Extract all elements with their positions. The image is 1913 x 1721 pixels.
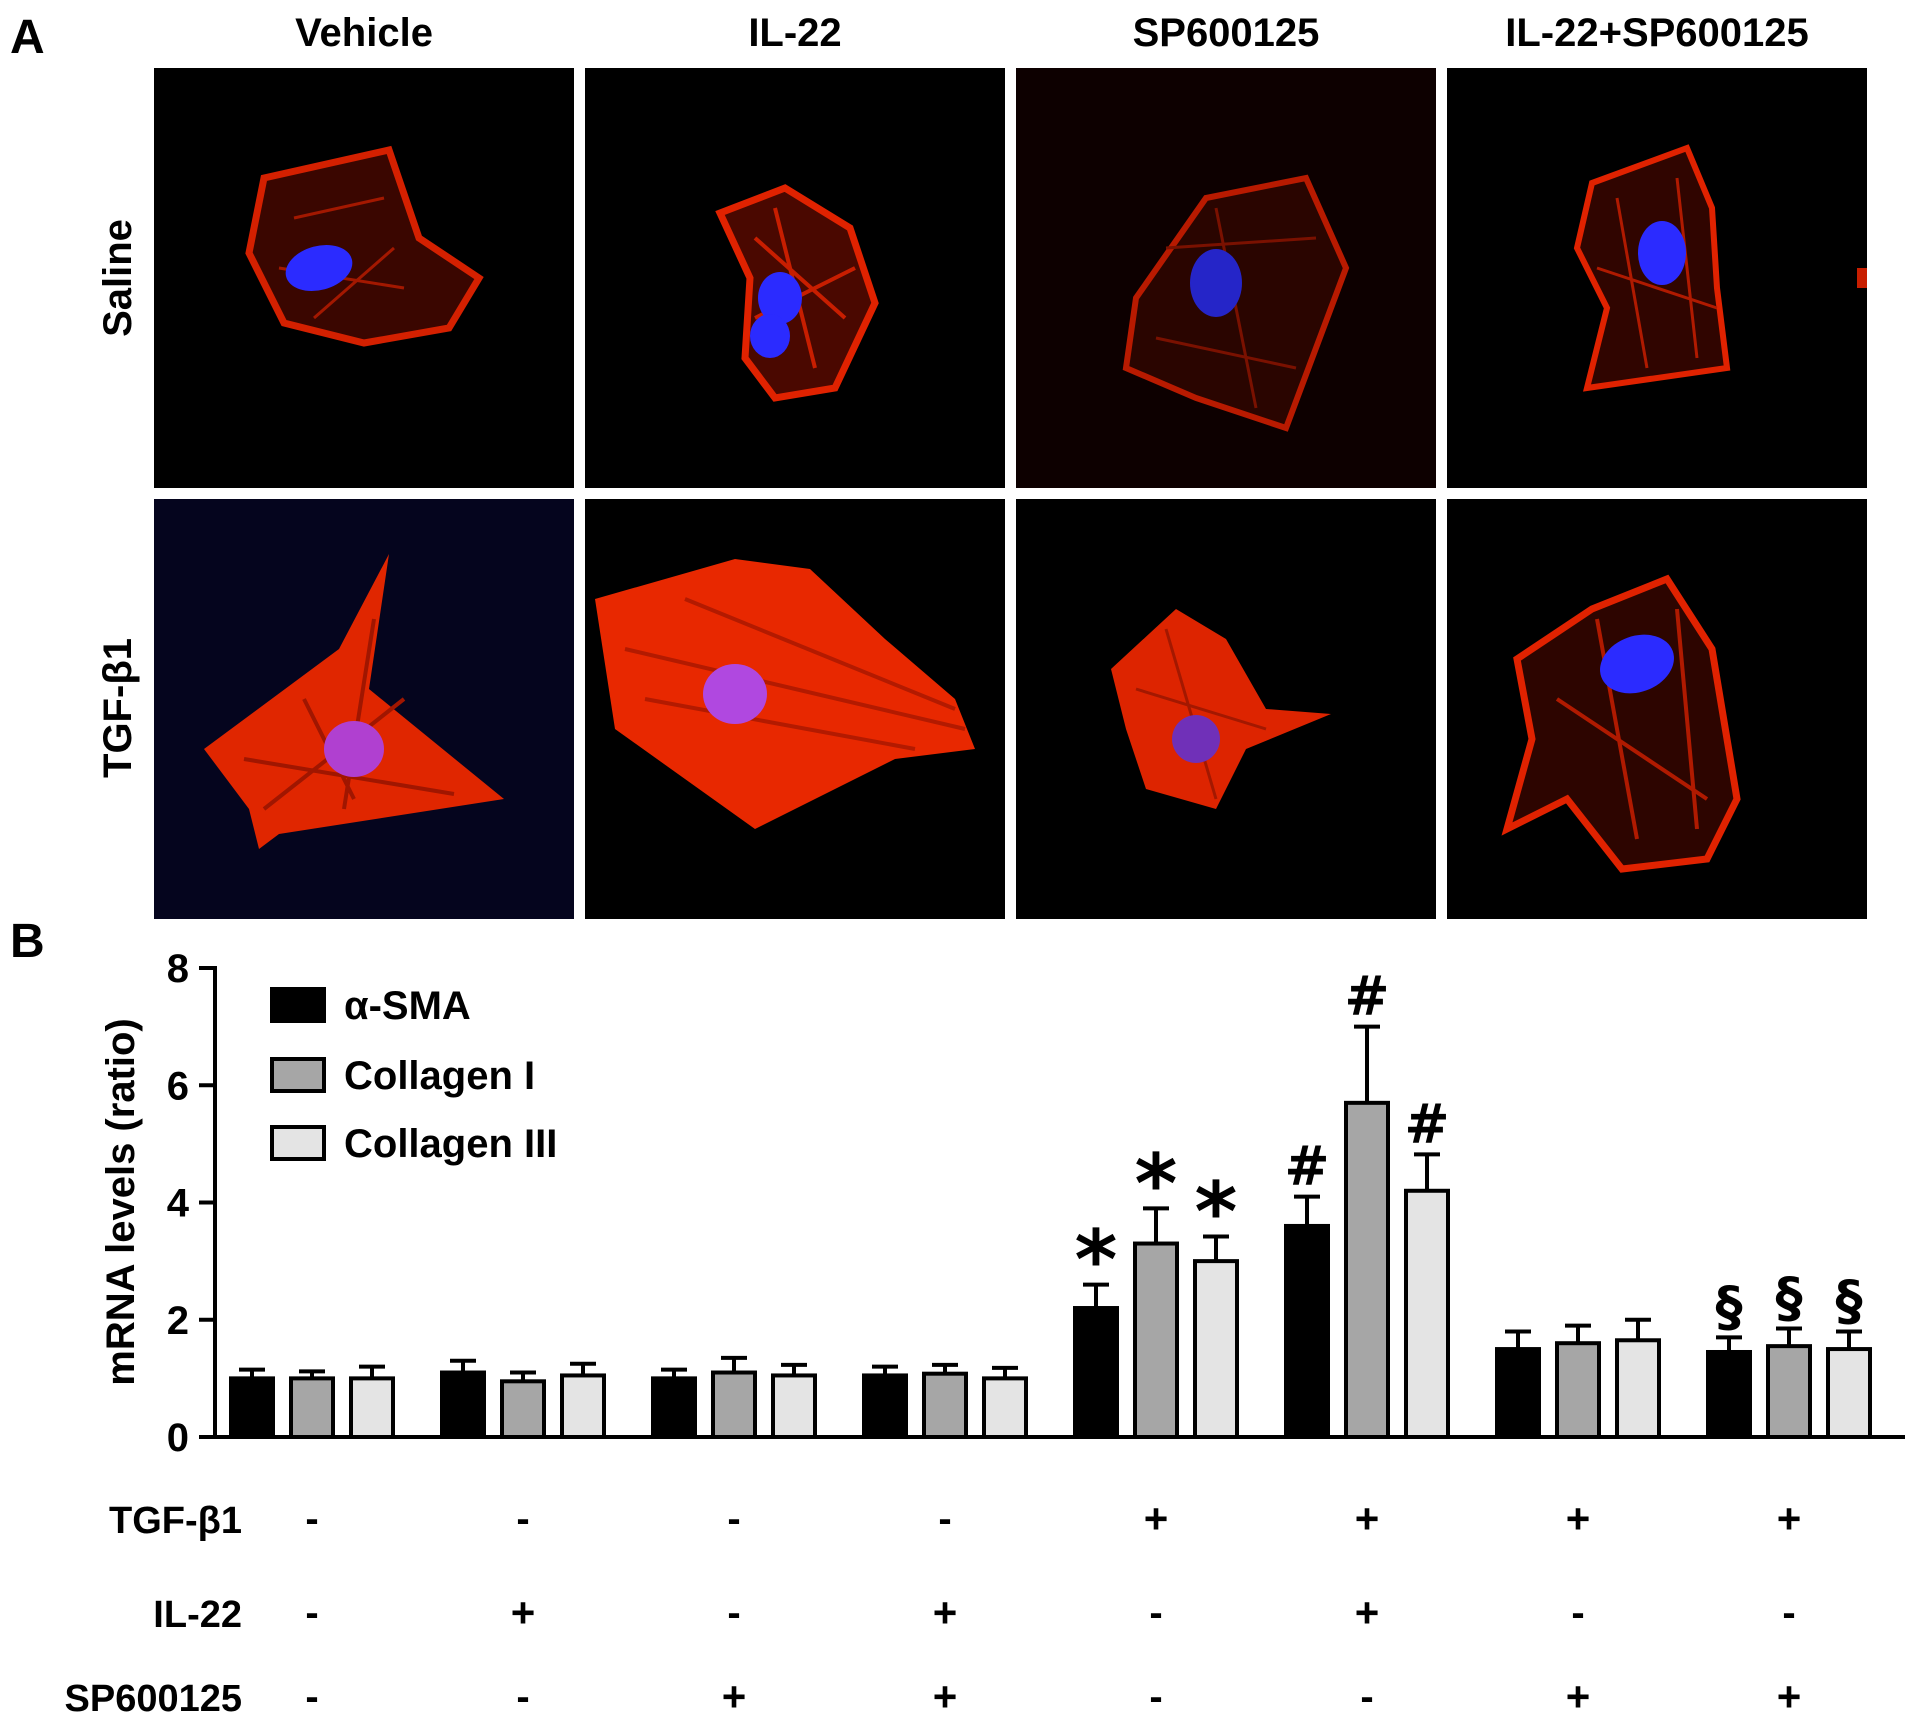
bar [440,1370,486,1439]
y-tick-label: 8 [167,947,189,991]
condition-sign: + [932,1589,958,1636]
condition-sign: + [1776,1495,1802,1542]
bar [651,1376,697,1439]
y-axis-label: mRNA levels (ratio) [99,1018,143,1386]
bar [1706,1349,1752,1440]
condition-sign: - [305,1497,319,1541]
legend-swatch [270,1057,326,1093]
condition-sign: + [1143,1495,1169,1542]
bar [1495,1347,1541,1439]
column-label-il22-sp600125: IL-22+SP600125 [1505,11,1809,55]
significance-mark: * [1135,1137,1178,1232]
condition-sign: - [1571,1591,1585,1635]
significance-mark: * [1075,1214,1118,1309]
bar [922,1371,968,1440]
bar [1615,1338,1661,1440]
bar [1073,1306,1119,1440]
micrograph-saline-il22 [585,68,1005,488]
condition-sign: + [1776,1673,1802,1720]
bar [862,1373,908,1439]
condition-sign: + [721,1673,747,1720]
legend-label: Collagen I [344,1054,535,1098]
bar [500,1379,546,1440]
micrograph-tgfb1-il22 [585,499,1005,919]
condition-sign: + [932,1673,958,1720]
legend-swatch [270,1125,326,1161]
micrograph-saline-il22-sp600125 [1447,68,1867,488]
y-tick-label: 6 [167,1064,189,1108]
bar [1133,1241,1179,1439]
condition-sign: - [516,1675,530,1719]
condition-sign: + [1565,1495,1591,1542]
legend-swatch [270,987,326,1023]
bar [1555,1341,1601,1439]
condition-label-tgfb1: TGF-β1 [109,1500,242,1542]
micrograph-saline-sp600125 [1016,68,1436,488]
condition-sign: - [305,1675,319,1719]
significance-mark: § [1716,1275,1743,1338]
bar [1284,1223,1330,1439]
condition-label-il22: IL-22 [153,1594,242,1636]
condition-sign: - [938,1497,952,1541]
bar [1766,1344,1812,1439]
bar [560,1373,606,1439]
panel-a-letter: A [10,11,45,64]
bar [229,1376,275,1439]
condition-sign: - [1149,1591,1163,1635]
bar [982,1376,1028,1439]
column-label-vehicle: Vehicle [295,11,433,55]
condition-sign: - [305,1591,319,1635]
condition-sign: - [1782,1591,1796,1635]
significance-mark: # [1404,1092,1449,1155]
bar [1826,1347,1872,1439]
micrograph-tgfb1-il22-sp600125 [1447,499,1867,919]
condition-sign: + [1354,1589,1380,1636]
y-tick-label: 4 [167,1182,190,1226]
significance-mark: # [1344,965,1389,1028]
significance-mark: # [1284,1135,1329,1198]
column-label-il22: IL-22 [748,11,842,55]
condition-sign: - [727,1591,741,1635]
y-tick-label: 0 [167,1416,189,1460]
significance-mark: * [1195,1166,1238,1261]
condition-sign: + [1354,1495,1380,1542]
condition-sign: + [1565,1673,1591,1720]
condition-sign: + [510,1589,536,1636]
bar [349,1376,395,1439]
significance-mark: § [1776,1267,1803,1330]
condition-sign: - [516,1497,530,1541]
micrograph-tgfb1-vehicle [154,499,574,919]
micrograph-saline-vehicle [154,68,574,488]
condition-sign: - [727,1497,741,1541]
bar [1344,1100,1390,1440]
legend-label: Collagen III [344,1122,557,1166]
mrna-bar-chart: 0 2 4 6 8 mRNA levels (ratio) * # § * # § * # § α-SMA Co… [99,947,1905,1460]
condition-label-sp600125: SP600125 [64,1678,243,1720]
bar [1193,1259,1239,1439]
bar [771,1373,817,1439]
y-tick-label: 2 [167,1299,189,1343]
bar [1404,1188,1450,1440]
panel-b-letter: B [10,915,45,968]
condition-sign: - [1149,1675,1163,1719]
micrograph-tgfb1-sp600125 [1016,499,1436,919]
bar [289,1376,335,1439]
legend-label: α-SMA [344,984,471,1028]
significance-mark: § [1836,1269,1863,1332]
condition-sign: - [1360,1675,1374,1719]
bar [711,1370,757,1439]
column-label-sp600125: SP600125 [1132,11,1320,55]
